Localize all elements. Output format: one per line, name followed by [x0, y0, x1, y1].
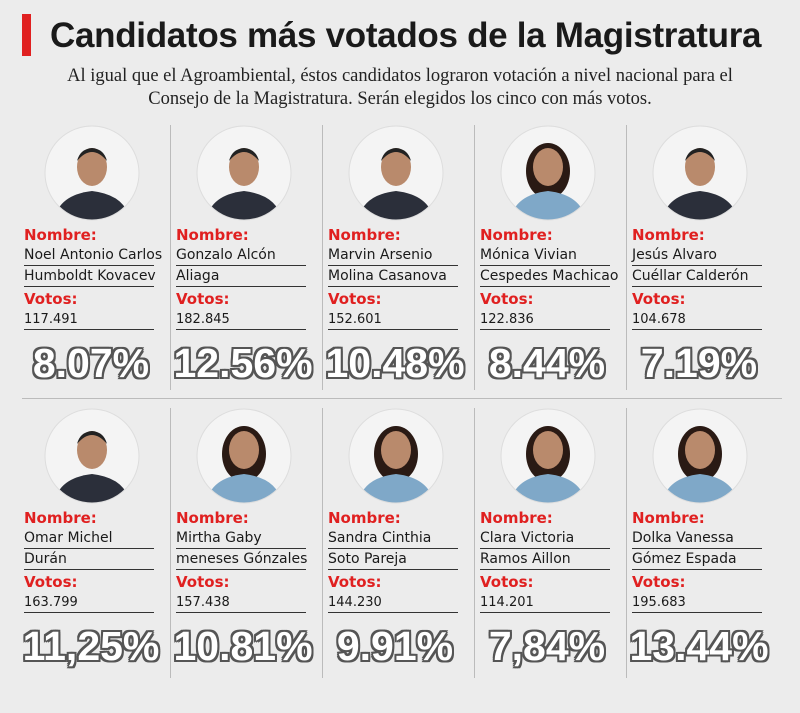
percent: 8.44% — [488, 340, 606, 386]
percent: 7.19% — [640, 340, 758, 386]
candidate-name: Soto Pareja — [328, 549, 458, 570]
candidate-name: Noel Antonio Carlos — [24, 245, 162, 266]
votes: 152.601 — [328, 311, 458, 330]
votes-label: Votos: — [328, 573, 382, 591]
votes: 117.491 — [24, 311, 154, 330]
candidate-name: Gómez Espada — [632, 549, 762, 570]
photo — [348, 408, 444, 504]
votes: 114.201 — [480, 594, 610, 613]
votes-label: Votos: — [176, 573, 230, 591]
votes-label: Votos: — [24, 573, 78, 591]
candidate-name: Humboldt Kovacev — [24, 266, 156, 287]
candidate-name: meneses Gónzales — [176, 549, 307, 570]
votes: 104.678 — [632, 311, 762, 330]
divider — [322, 125, 323, 390]
candidate-name: Molina Casanova — [328, 266, 458, 287]
percent: 10.48% — [325, 340, 465, 386]
name-label: Nombre: — [480, 226, 553, 244]
candidate-name: Jesús Alvaro — [632, 245, 762, 266]
votes-label: Votos: — [24, 290, 78, 308]
candidate-name: Mónica Vivian — [480, 245, 610, 266]
candidate-name: Clara Victoria — [480, 528, 610, 549]
candidate-name: Marvin Arsenio — [328, 245, 458, 266]
percent: 11,25% — [22, 623, 160, 669]
candidate-name: Omar Michel — [24, 528, 154, 549]
photo — [348, 125, 444, 221]
name-label: Nombre: — [24, 509, 97, 527]
name-label: Nombre: — [176, 226, 249, 244]
subtitle: Al igual que el Agroambiental, éstos can… — [67, 66, 733, 86]
photo — [652, 408, 748, 504]
candidate-name: Cespedes Machicao — [480, 266, 618, 287]
percent: 8.07% — [32, 340, 150, 386]
subtitle: Consejo de la Magistratura. Serán elegid… — [148, 89, 652, 109]
photo — [500, 125, 596, 221]
photo — [196, 125, 292, 221]
candidate-name: Ramos Aillon — [480, 549, 610, 570]
title-accent — [22, 14, 31, 56]
divider — [626, 408, 627, 678]
candidate-name: Dolka Vanessa — [632, 528, 762, 549]
name-label: Nombre: — [632, 226, 705, 244]
percent: 12.56% — [173, 340, 313, 386]
candidate-name: Sandra Cinthia — [328, 528, 458, 549]
name-label: Nombre: — [480, 509, 553, 527]
percent: 10.81% — [173, 623, 313, 669]
votes: 122.836 — [480, 311, 610, 330]
title: Candidatos más votados de la Magistratur… — [50, 16, 762, 55]
candidate-name: Durán — [24, 549, 154, 570]
photo — [44, 125, 140, 221]
divider — [170, 125, 171, 390]
divider — [626, 125, 627, 390]
votes: 195.683 — [632, 594, 762, 613]
votes: 182.845 — [176, 311, 306, 330]
votes-label: Votos: — [632, 290, 686, 308]
votes-label: Votos: — [632, 573, 686, 591]
candidate-name: Cuéllar Calderón — [632, 266, 762, 287]
name-label: Nombre: — [328, 226, 401, 244]
photo — [652, 125, 748, 221]
votes: 157.438 — [176, 594, 306, 613]
votes-label: Votos: — [328, 290, 382, 308]
name-label: Nombre: — [24, 226, 97, 244]
candidate-name: Mirtha Gaby — [176, 528, 306, 549]
candidate-name: Gonzalo Alcón — [176, 245, 306, 266]
divider — [474, 408, 475, 678]
photo — [196, 408, 292, 504]
votes: 144.230 — [328, 594, 458, 613]
votes-label: Votos: — [480, 290, 534, 308]
name-label: Nombre: — [176, 509, 249, 527]
photo — [44, 408, 140, 504]
name-label: Nombre: — [632, 509, 705, 527]
divider — [170, 408, 171, 678]
percent: 7,84% — [488, 623, 606, 669]
votes-label: Votos: — [480, 573, 534, 591]
divider — [322, 408, 323, 678]
percent: 9.91% — [336, 623, 454, 669]
percent: 13.44% — [629, 623, 769, 669]
name-label: Nombre: — [328, 509, 401, 527]
divider — [22, 398, 782, 399]
photo — [500, 408, 596, 504]
votes: 163.799 — [24, 594, 154, 613]
divider — [474, 125, 475, 390]
candidate-name: Aliaga — [176, 266, 306, 287]
votes-label: Votos: — [176, 290, 230, 308]
